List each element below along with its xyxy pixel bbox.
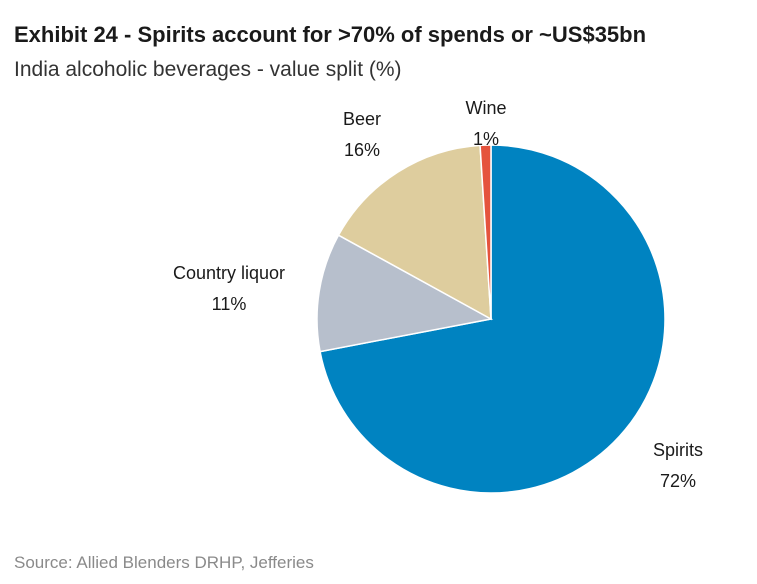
- pie-slice-country-liquor: [316, 234, 494, 353]
- chart-subtitle: India alcoholic beverages - value split …: [14, 58, 402, 81]
- pie-slices: [316, 144, 666, 494]
- pie-slice-wine: [479, 144, 492, 320]
- slice-name-country-liquor: Country liquor: [173, 263, 285, 283]
- slice-name-beer: Beer: [343, 109, 381, 129]
- slice-name-spirits: Spirits: [653, 440, 703, 460]
- slice-name-wine: Wine: [465, 98, 506, 118]
- slice-value-beer: 16%: [344, 140, 380, 160]
- source-note: Source: Allied Blenders DRHP, Jefferies: [14, 553, 314, 572]
- pie-labels: Spirits 72% Country liquor 11% Beer 16% Wine 1%: [173, 98, 703, 491]
- slice-value-wine: 1%: [473, 129, 499, 149]
- chart-title: Exhibit 24 - Spirits account for >70% of…: [14, 22, 647, 47]
- pie-slice-beer: [337, 144, 492, 321]
- slice-value-country-liquor: 11%: [212, 294, 247, 314]
- slice-value-spirits: 72%: [660, 471, 696, 491]
